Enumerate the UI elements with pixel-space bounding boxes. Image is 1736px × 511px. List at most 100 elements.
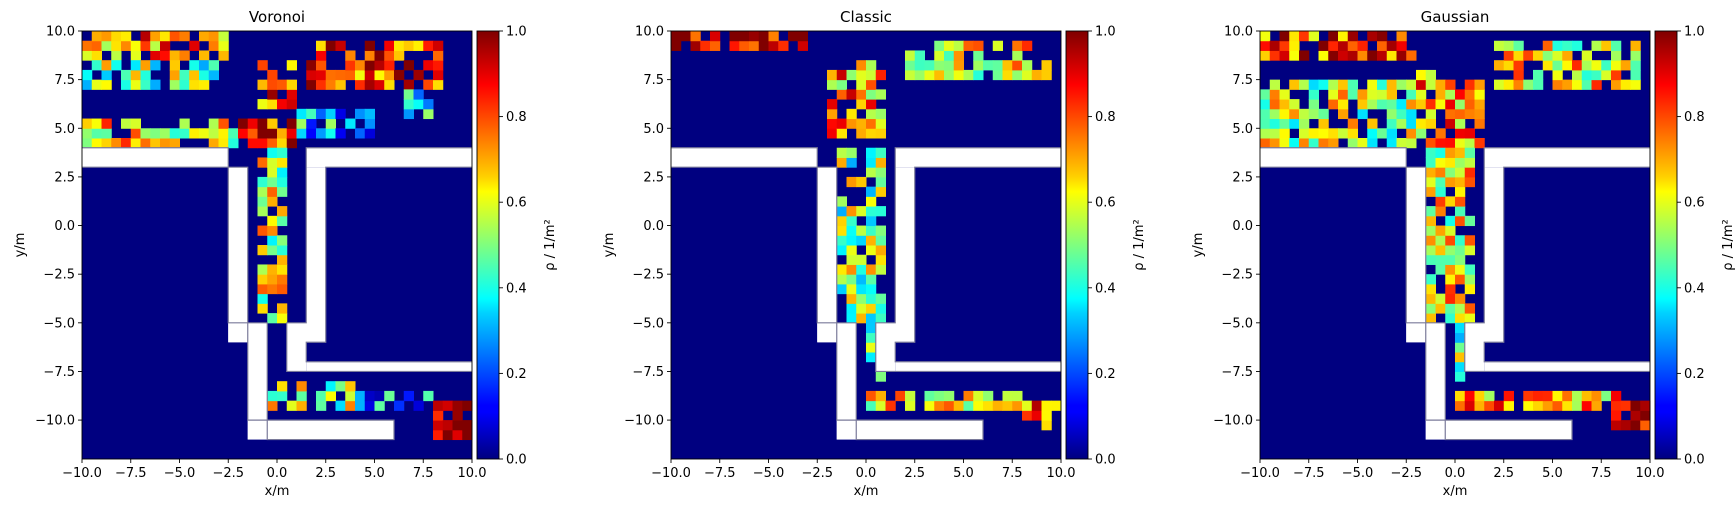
- heatmap-cell: [1591, 69, 1602, 81]
- wall-segment: [1484, 147, 1650, 168]
- heatmap-cell: [944, 69, 955, 81]
- heatmap-cell: [1406, 118, 1417, 129]
- heatmap-cell: [729, 31, 740, 42]
- heatmap-cell: [866, 147, 877, 158]
- heatmap-cell: [1260, 31, 1271, 42]
- heatmap-cell: [364, 79, 375, 90]
- heatmap-cell: [462, 429, 473, 441]
- heatmap-cell: [963, 390, 974, 402]
- heatmap-cell: [169, 60, 180, 71]
- heatmap-cell: [1435, 254, 1446, 265]
- heatmap-cell: [1455, 147, 1466, 158]
- heatmap-cell: [1425, 293, 1436, 304]
- heatmap-cell: [1562, 79, 1573, 90]
- heatmap-cell: [846, 118, 857, 129]
- heatmap-cell: [1377, 128, 1388, 139]
- heatmap-cell: [1474, 390, 1485, 402]
- heatmap-cell: [671, 31, 682, 42]
- heatmap-cell: [335, 40, 346, 51]
- heatmap-cell: [1630, 40, 1641, 51]
- heatmap-cell: [316, 50, 327, 61]
- heatmap-cell: [973, 40, 984, 51]
- heatmap-cell: [423, 40, 434, 51]
- heatmap-cell: [866, 235, 877, 246]
- heatmap-cell: [1542, 390, 1553, 402]
- heatmap-cell: [325, 390, 336, 402]
- heatmap-cell: [866, 303, 877, 314]
- heatmap-cell: [1269, 99, 1280, 110]
- heatmap-cell: [267, 186, 278, 197]
- heatmap-cell: [1503, 60, 1514, 71]
- heatmap-cell: [1308, 138, 1319, 149]
- heatmap-cell: [364, 128, 375, 139]
- heatmap-cell: [82, 50, 93, 61]
- heatmap-cell: [130, 69, 141, 81]
- x-tick-label: 7.5: [1591, 466, 1612, 481]
- heatmap-cell: [1269, 50, 1280, 61]
- heatmap-cell: [1464, 235, 1475, 246]
- heatmap-cell: [150, 79, 161, 90]
- y-tick-label: 10.0: [1224, 25, 1253, 40]
- heatmap-cell: [1455, 322, 1466, 334]
- heatmap-cell: [218, 138, 229, 149]
- heatmap-cell: [130, 40, 141, 51]
- heatmap-cell: [1328, 138, 1339, 149]
- heatmap-cell: [277, 138, 288, 149]
- heatmap-cell: [866, 157, 877, 168]
- heatmap-cell: [247, 128, 258, 139]
- heatmap-cell: [247, 138, 258, 149]
- heatmap-cell: [1464, 283, 1475, 295]
- heatmap-cell: [1406, 50, 1417, 61]
- heatmap-cell: [866, 99, 877, 110]
- heatmap-cell: [169, 79, 180, 90]
- heatmap-cell: [827, 69, 838, 81]
- heatmap-cell: [1279, 50, 1290, 61]
- heatmap-cell: [306, 108, 317, 120]
- heatmap-cell: [1377, 99, 1388, 110]
- heatmap-cell: [1386, 128, 1397, 139]
- heatmap-cell: [101, 138, 112, 149]
- heatmap-cell: [1347, 79, 1358, 90]
- heatmap-cell: [1455, 99, 1466, 110]
- heatmap-cell: [1455, 274, 1466, 285]
- wall-outline: [671, 166, 838, 323]
- heatmap-cell: [1464, 147, 1475, 158]
- heatmap-cell: [355, 79, 366, 90]
- heatmap-cell: [1445, 283, 1456, 295]
- heatmap-cell: [218, 128, 229, 139]
- heatmap-cell: [953, 400, 964, 411]
- heatmap-cell: [1464, 138, 1475, 149]
- heatmap-cell: [856, 264, 867, 275]
- heatmap-cell: [335, 108, 346, 120]
- heatmap-cell: [121, 118, 132, 129]
- heatmap-cell: [267, 138, 278, 149]
- wall-segment: [875, 332, 896, 372]
- heatmap-cell: [1357, 99, 1368, 110]
- heatmap-cell: [1299, 31, 1310, 42]
- heatmap-cell: [345, 69, 356, 81]
- heatmap-cell: [1425, 157, 1436, 168]
- heatmap-cell: [277, 186, 288, 197]
- heatmap-cell: [1611, 420, 1622, 431]
- heatmap-cell: [1591, 79, 1602, 90]
- heatmap-cell: [1552, 390, 1563, 402]
- heatmap-cell: [296, 118, 307, 129]
- heatmap-cell: [111, 31, 122, 42]
- heatmap-cell: [1523, 400, 1534, 411]
- heatmap-cell: [856, 69, 867, 81]
- heatmap-cell: [992, 60, 1003, 71]
- heatmap-cell: [797, 40, 808, 51]
- heatmap-cell: [130, 60, 141, 71]
- y-tick-label: −7.5: [632, 365, 664, 380]
- x-tick-label: −10.0: [1240, 466, 1280, 481]
- heatmap-cell: [836, 215, 847, 227]
- heatmap-cell: [1396, 99, 1407, 110]
- heatmap-cell: [364, 390, 375, 402]
- heatmap-cell: [1425, 235, 1436, 246]
- heatmap-cell: [111, 138, 122, 149]
- heatmap-cell: [267, 390, 278, 402]
- geometry-walls: [671, 147, 1061, 441]
- heatmap-cell: [1347, 40, 1358, 51]
- colorbar-tick-label: 0.8: [1095, 110, 1116, 125]
- heatmap-cell: [1494, 79, 1505, 90]
